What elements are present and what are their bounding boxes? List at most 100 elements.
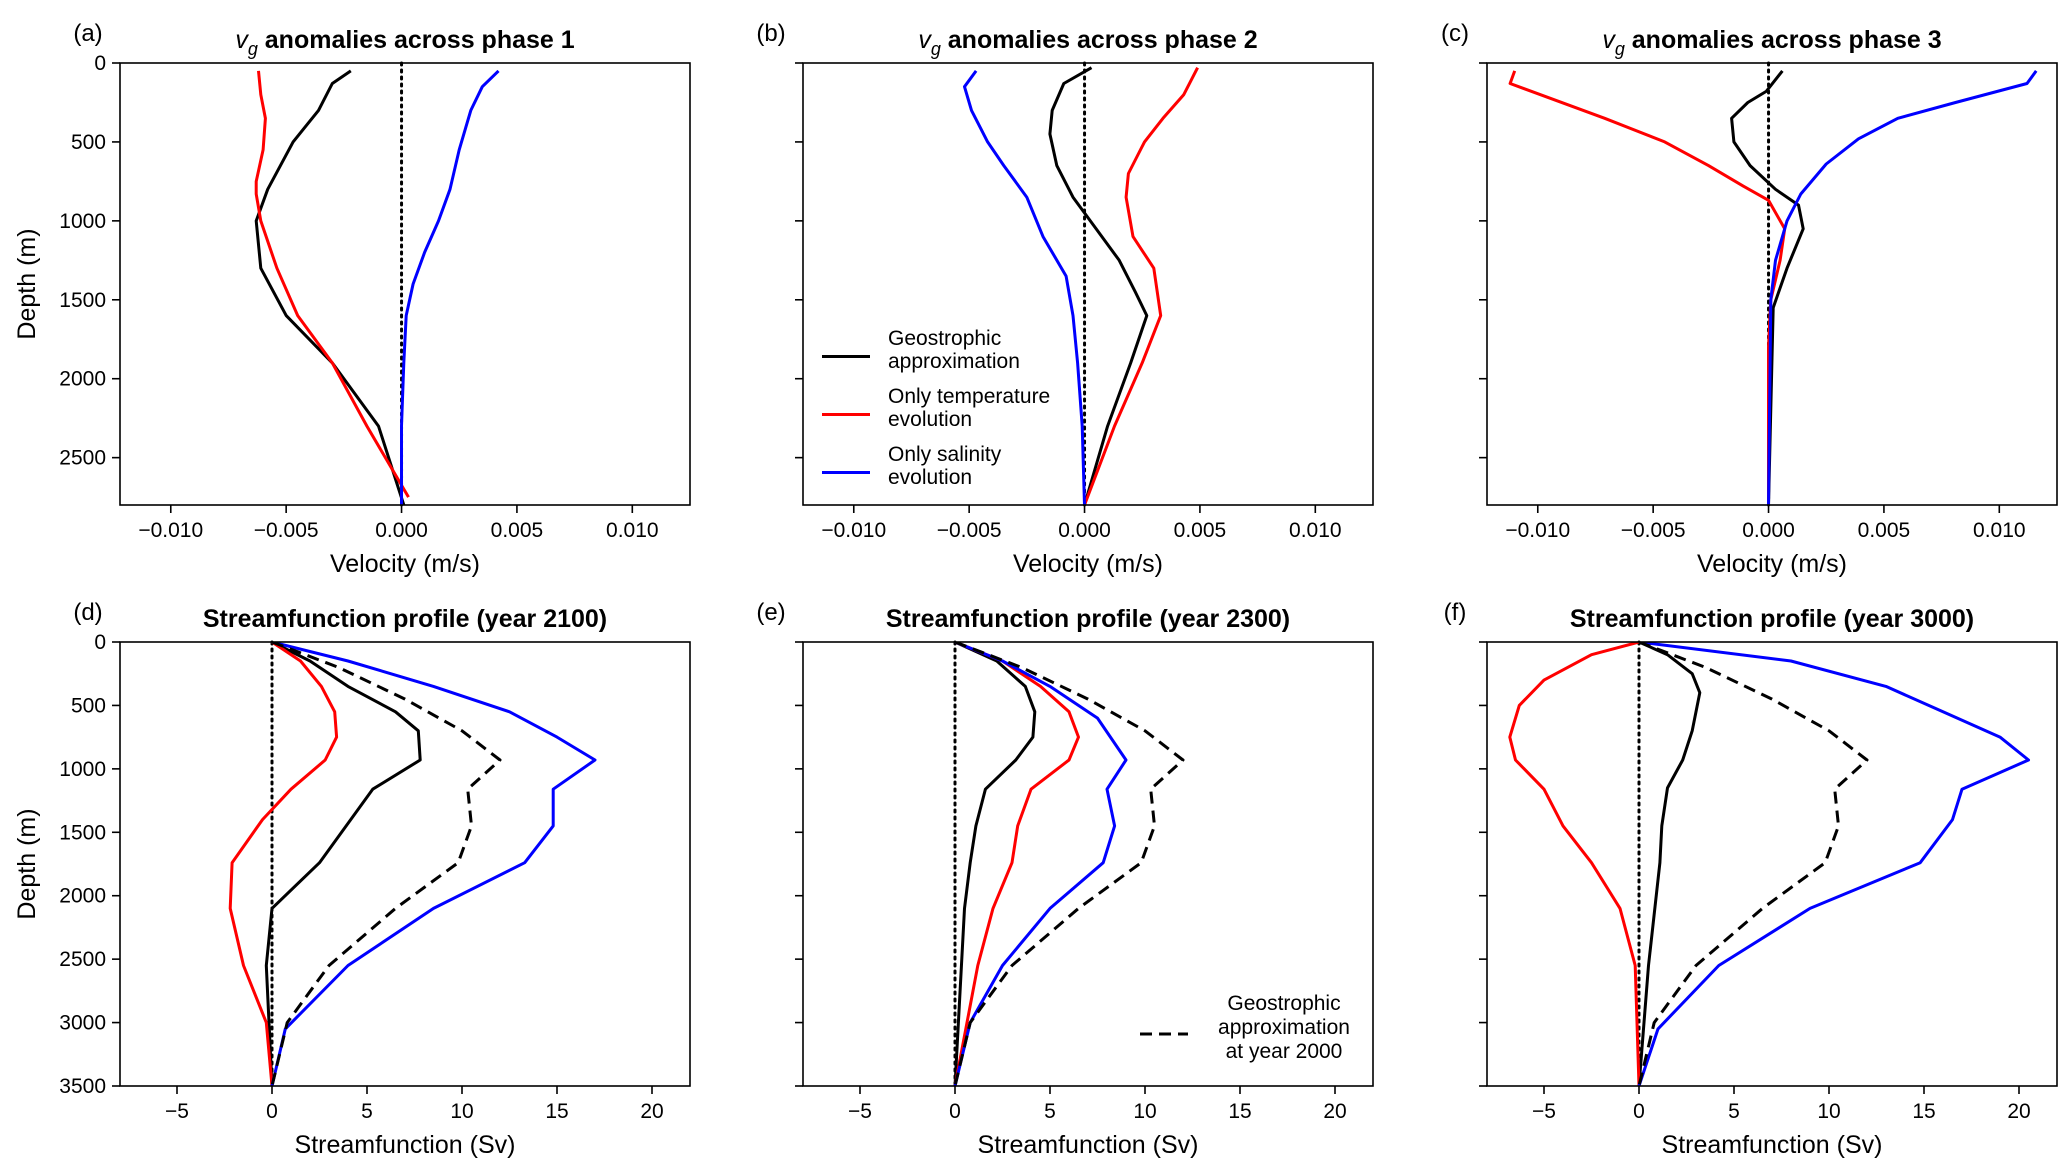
y-axis-label: Depth (m) — [13, 228, 41, 339]
title-subscript: g — [248, 39, 258, 59]
title-variable: v — [1602, 26, 1616, 54]
panel-label: (a) — [73, 20, 102, 47]
x-axis-label: Streamfunction (Sv) — [295, 1131, 516, 1159]
legend-label: approximation — [1218, 1016, 1350, 1039]
series-group — [254, 69, 500, 505]
y-tick-label: 1500 — [59, 289, 106, 312]
panel-title: vg anomalies across phase 3 — [1602, 26, 1941, 59]
x-tick-label: 10 — [450, 1100, 473, 1123]
axes-frame — [1486, 62, 2058, 506]
series-line-temperature — [254, 70, 410, 498]
title-text: anomalies across phase 3 — [1625, 26, 1942, 54]
panel-c: (c) vg anomalies across phase 3 −0.010 −0.0… — [1441, 20, 2058, 578]
x-axis-label: Velocity (m/s) — [330, 550, 480, 578]
series-line-geostrophic-2000 — [953, 642, 1185, 1086]
legend-label: Only salinity — [888, 443, 1002, 466]
panel-b: (b) vg anomalies across phase 2 −0.010 −0.0… — [756, 20, 1374, 578]
y-tick-label: 1000 — [59, 210, 106, 233]
x-axis-label: Velocity (m/s) — [1697, 550, 1847, 578]
series-line-temperature — [1508, 70, 1787, 505]
series-line-salinity — [963, 70, 1086, 505]
x-tick-label: 0.005 — [491, 519, 544, 542]
x-tick-label: 5 — [361, 1100, 373, 1123]
x-tick-label: 20 — [640, 1100, 663, 1123]
x-tick-label: 10 — [1817, 1100, 1840, 1123]
x-tick-label: 20 — [1323, 1100, 1346, 1123]
series-line-geostrophic — [953, 642, 1037, 1086]
series-line-geostrophic — [264, 642, 422, 1086]
axes-frame — [119, 62, 691, 506]
series-line-salinity — [1767, 70, 2038, 505]
series-group — [963, 66, 1199, 505]
x-tick-label: −0.005 — [254, 519, 319, 542]
panel-title: vg anomalies across phase 1 — [235, 26, 574, 59]
x-tick-label: 0 — [1633, 1100, 1645, 1123]
y-tick-label: 500 — [71, 131, 106, 154]
legend-label: at year 2000 — [1226, 1040, 1343, 1063]
x-tick-label: −0.005 — [937, 519, 1002, 542]
series-group — [1508, 69, 2038, 505]
y-tick-label: 500 — [71, 694, 106, 717]
legend-label: evolution — [888, 466, 972, 489]
x-tick-label: 20 — [2007, 1100, 2030, 1123]
panel-label: (c) — [1441, 20, 1469, 47]
series-line-temperature — [953, 642, 1080, 1086]
series-line-salinity — [953, 642, 1128, 1086]
title-variable: v — [235, 26, 249, 54]
x-tick-label: 5 — [1728, 1100, 1740, 1123]
x-tick-label: 0.000 — [1742, 519, 1795, 542]
legend-label: Geostrophic — [1227, 992, 1340, 1015]
x-tick-label: 0 — [266, 1100, 278, 1123]
x-tick-label: 0.005 — [1858, 519, 1911, 542]
y-tick-label: 2000 — [59, 368, 106, 391]
panel-f: (f) Streamfunction profile (year 3000) −5 0… — [1444, 599, 2058, 1159]
panel-d: (d) Streamfunction profile (year 2100) −5 0… — [13, 599, 691, 1159]
y-tick-label: 1500 — [59, 821, 106, 844]
panel-e: (e) Streamfunction profile (year 2300) −5 0… — [756, 599, 1374, 1159]
title-text: anomalies across phase 2 — [941, 26, 1258, 54]
x-tick-label: −0.010 — [1505, 519, 1570, 542]
x-tick-label: 0.000 — [1058, 519, 1111, 542]
series-line-geostrophic-2000 — [270, 642, 502, 1086]
x-tick-label: −5 — [848, 1100, 872, 1123]
x-tick-label: −5 — [165, 1100, 189, 1123]
x-tick-label: 15 — [1228, 1100, 1251, 1123]
x-tick-label: 0.005 — [1174, 519, 1227, 542]
y-tick-label: 2000 — [59, 885, 106, 908]
series-group — [1508, 642, 2030, 1086]
title-variable: v — [918, 26, 932, 54]
x-tick-label: 15 — [1912, 1100, 1935, 1123]
x-tick-label: 0.000 — [375, 519, 428, 542]
x-axis-label: Streamfunction (Sv) — [1662, 1131, 1883, 1159]
panel-label: (f) — [1444, 599, 1467, 626]
title-subscript: g — [931, 39, 941, 59]
x-tick-label: −5 — [1532, 1100, 1556, 1123]
panel-label: (e) — [756, 599, 785, 626]
axes-frame — [802, 641, 1374, 1087]
axes-frame — [1486, 641, 2058, 1087]
panel-title: Streamfunction profile (year 2100) — [203, 605, 607, 633]
panel-label: (b) — [756, 20, 785, 47]
x-axis-label: Streamfunction (Sv) — [978, 1131, 1199, 1159]
series-line-geostrophic — [1048, 66, 1149, 505]
legend-label: Geostrophic — [888, 327, 1001, 350]
axes-frame — [802, 62, 1374, 506]
x-tick-label: 15 — [545, 1100, 568, 1123]
y-tick-label: 2500 — [59, 447, 106, 470]
panel-title: vg anomalies across phase 2 — [918, 26, 1257, 59]
series-line-geostrophic — [1730, 69, 1805, 505]
y-axis-label: Depth (m) — [13, 808, 41, 919]
legend-label: Only temperature — [888, 385, 1050, 408]
x-tick-label: −0.010 — [821, 519, 886, 542]
series-line-temperature — [1083, 67, 1199, 505]
panel-title: Streamfunction profile (year 3000) — [1570, 605, 1974, 633]
x-tick-label: −0.005 — [1621, 519, 1686, 542]
panel-title: Streamfunction profile (year 2300) — [886, 605, 1290, 633]
panel-a: (a) vg anomalies across phase 1 −0.010 −0.0… — [13, 20, 691, 578]
x-tick-label: 0.010 — [1289, 519, 1342, 542]
series-line-geostrophic-2000 — [1637, 642, 1869, 1086]
y-tick-label: 1000 — [59, 758, 106, 781]
x-tick-label: −0.010 — [138, 519, 203, 542]
